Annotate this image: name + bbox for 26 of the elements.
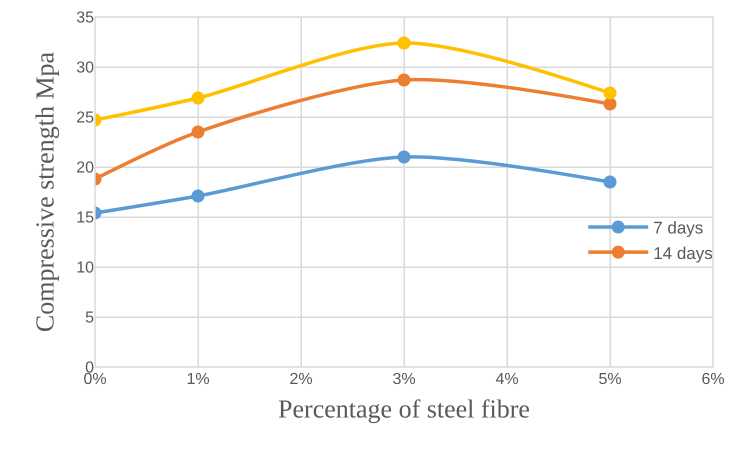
y-tick-label: 30: [76, 60, 94, 77]
y-tick-label: 5: [85, 310, 94, 327]
x-axis-title: Percentage of steel fibre: [278, 394, 530, 424]
point: [604, 86, 616, 100]
point: [398, 150, 410, 164]
legend-label: 7 days: [653, 218, 704, 238]
y-axis-title: Compressive strength Mpa: [30, 51, 60, 332]
point: [398, 74, 410, 86]
y-tick-label: 25: [76, 110, 94, 127]
x-tick-label: 5%: [598, 371, 622, 388]
point: [604, 176, 616, 188]
point: [398, 36, 410, 50]
point: [192, 126, 204, 138]
x-tick-label: 3%: [392, 371, 416, 388]
x-tick-label: 2%: [289, 371, 313, 388]
x-tick-label: 6%: [701, 371, 725, 388]
x-tick-label: 4%: [495, 371, 519, 388]
legend-label: 14 days: [653, 244, 713, 263]
y-tick-label: 20: [76, 160, 94, 177]
point: [604, 98, 616, 110]
point: [192, 190, 204, 202]
x-tick-label: 1%: [186, 371, 210, 388]
y-tick-label: 35: [76, 10, 94, 27]
y-tick-label: 10: [76, 260, 94, 277]
y-tick-label: 15: [76, 210, 94, 227]
point: [192, 92, 204, 104]
